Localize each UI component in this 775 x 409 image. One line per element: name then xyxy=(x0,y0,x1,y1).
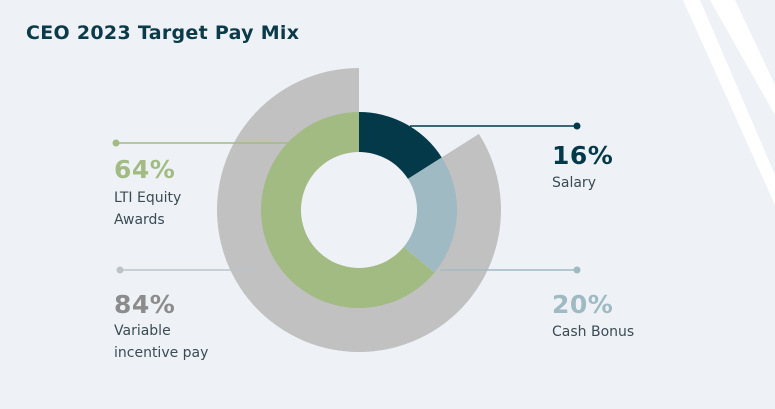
salary-percent-label: 16% xyxy=(552,141,614,170)
lti-series-label-line2: Awards xyxy=(114,212,165,228)
variable-series-label-line2: incentive pay xyxy=(114,345,209,361)
decorative-stripe xyxy=(683,0,775,205)
lti-percent-label: 64% xyxy=(114,155,176,184)
inner-slice-salary xyxy=(359,112,442,179)
cash-bonus-percent-label: 20% xyxy=(552,290,614,319)
decorative-stripe xyxy=(710,0,775,115)
lti-series-label-line1: LTI Equity xyxy=(114,190,182,206)
chart-title: CEO 2023 Target Pay Mix xyxy=(26,22,300,44)
inner-slice-lti-equity-awards xyxy=(260,112,435,308)
salary-leader-dot xyxy=(573,122,581,130)
variable-leader-dot xyxy=(116,266,124,274)
variable-percent-label: 84% xyxy=(114,290,176,319)
cash-bonus-leader-dot xyxy=(573,266,581,274)
salary-series-label: Salary xyxy=(552,175,596,191)
inner-slice-cash-bonus xyxy=(403,157,457,273)
outer-slice-variable-incentive-pay xyxy=(216,68,501,352)
cash-bonus-series-label: Cash Bonus xyxy=(552,324,635,340)
lti-leader-dot xyxy=(112,139,120,147)
variable-series-label-line1: Variable xyxy=(114,323,171,339)
